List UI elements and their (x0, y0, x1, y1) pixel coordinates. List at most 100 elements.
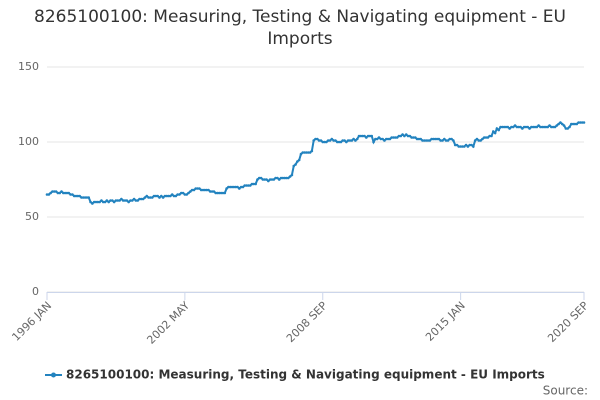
series-line (47, 121, 584, 205)
point (388, 137, 392, 141)
point (337, 140, 341, 144)
point (372, 140, 375, 144)
point (444, 139, 448, 142)
point (573, 122, 577, 126)
point (513, 124, 517, 127)
point (107, 200, 110, 204)
point (334, 139, 337, 142)
point (392, 136, 395, 139)
point (176, 193, 179, 196)
point (305, 151, 308, 154)
point (417, 137, 421, 141)
point (198, 187, 201, 190)
point (81, 196, 85, 199)
point (452, 139, 455, 142)
point (265, 178, 268, 181)
point (312, 139, 315, 142)
point (76, 194, 80, 198)
point (207, 188, 210, 192)
point (345, 140, 348, 144)
point (277, 178, 281, 181)
point (136, 199, 140, 202)
point (348, 139, 352, 142)
point (187, 191, 190, 195)
point (386, 137, 390, 141)
point (486, 136, 490, 139)
point (63, 191, 67, 195)
point (497, 128, 501, 132)
point (557, 122, 560, 126)
point (459, 145, 462, 148)
x-tick-label: 1996 JAN (9, 299, 54, 344)
point (424, 139, 428, 142)
point (544, 125, 548, 129)
point (428, 139, 432, 142)
point (530, 125, 533, 129)
point (145, 194, 149, 198)
point (399, 134, 403, 138)
point (241, 185, 245, 189)
point (52, 190, 56, 193)
point (546, 125, 550, 129)
point (185, 193, 188, 196)
point (413, 136, 417, 139)
point (550, 125, 553, 129)
point (540, 125, 544, 129)
point (306, 151, 310, 154)
point (321, 140, 325, 144)
point (366, 134, 370, 138)
point (60, 190, 63, 193)
point (582, 121, 586, 124)
point (408, 134, 412, 138)
point (169, 194, 172, 198)
point (501, 125, 504, 129)
point (548, 124, 551, 127)
point (47, 193, 51, 196)
point (450, 137, 453, 141)
point (247, 184, 250, 187)
point (109, 199, 112, 202)
point (132, 197, 136, 201)
point (78, 194, 81, 198)
point (152, 194, 156, 198)
point (114, 199, 118, 202)
y-tick-label: 150 (18, 60, 39, 73)
point (394, 136, 397, 139)
point (134, 199, 138, 202)
point (87, 196, 91, 199)
point (464, 143, 468, 147)
point (189, 190, 192, 193)
point (74, 194, 78, 198)
point (524, 125, 528, 129)
point (401, 133, 404, 136)
point (276, 176, 279, 180)
point (286, 176, 290, 180)
point (566, 127, 569, 130)
point (511, 125, 515, 129)
point (116, 199, 120, 202)
point (163, 194, 167, 198)
point (261, 178, 265, 181)
point (159, 194, 163, 198)
point (238, 187, 241, 190)
point (577, 121, 580, 124)
point (375, 137, 379, 141)
point (121, 199, 125, 202)
point (111, 199, 114, 202)
chart-title: 8265100100: Measuring, Testing & Navigat… (34, 7, 566, 49)
credit: Source: (543, 384, 588, 398)
point (105, 199, 109, 202)
point (285, 176, 288, 180)
point (279, 176, 283, 180)
point (250, 182, 254, 186)
point (484, 136, 488, 139)
y-tick-label: 100 (18, 135, 39, 148)
point (225, 187, 228, 190)
point (421, 139, 424, 142)
point (355, 137, 359, 141)
point (468, 143, 472, 147)
point (268, 178, 272, 181)
point (212, 190, 216, 193)
point (150, 196, 154, 199)
